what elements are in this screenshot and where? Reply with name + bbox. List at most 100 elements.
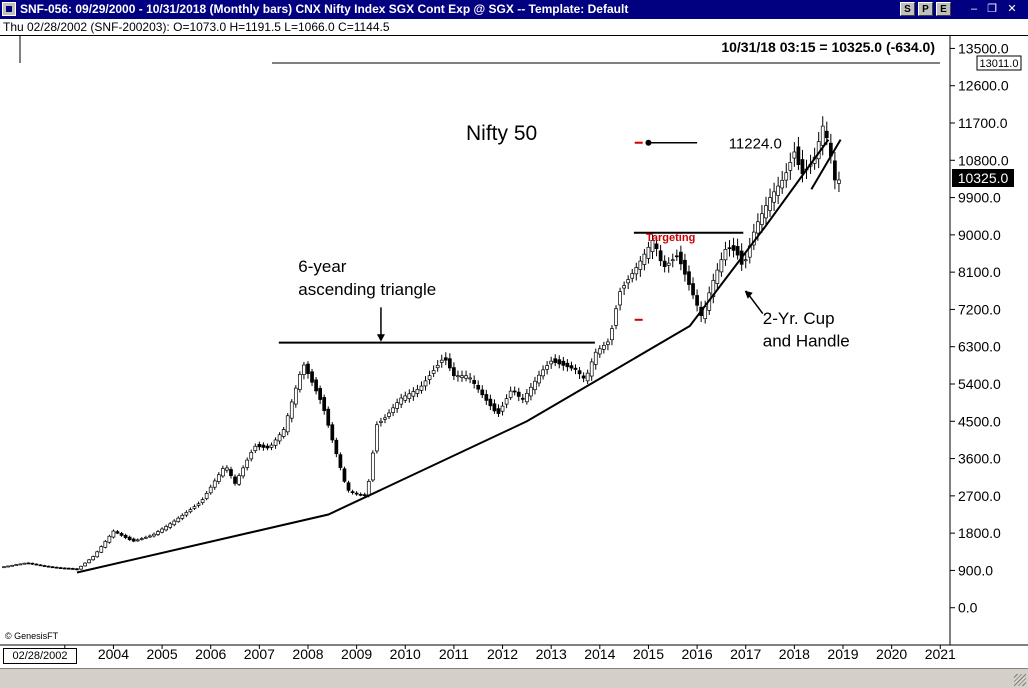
bar-info-line: Thu 02/28/2002 (SNF-200203): O=1073.0 H=… [0,19,1028,36]
candle-up [387,412,391,417]
candle-up [545,365,549,370]
candle-down [516,391,521,397]
candle-down [683,259,687,275]
candle-up [399,397,404,405]
candle-up [395,402,400,409]
candle-up [439,359,444,363]
candle-down [520,397,525,400]
close-icon[interactable]: ✕ [1007,3,1017,15]
price-tick-label: 8100.0 [958,264,1001,280]
time-tick-label: 2018 [779,646,810,662]
candle-up [650,240,655,252]
candle-down [679,251,683,265]
candle-up [780,179,785,189]
candle-up [642,253,647,265]
candle-down [731,245,736,251]
candle-down [261,444,266,448]
time-tick-label: 2020 [876,646,907,662]
candle-up [111,530,116,538]
time-tick-label: 2012 [487,646,518,662]
candle-up [589,361,594,377]
candle-up [95,551,100,558]
candle-up [289,401,294,419]
time-axis: 0320042005200620072008200920102011201220… [57,645,956,662]
candle-down [691,283,695,296]
candle-up [216,474,221,482]
candle-up [99,546,104,553]
candle-up [508,390,513,398]
candle-down [581,375,586,379]
minimize-icon[interactable]: – [970,3,978,15]
candle-up [160,528,164,533]
candle-up [585,372,590,382]
resize-grip-icon[interactable] [1014,674,1026,686]
candle-up [837,179,841,184]
candle-down [488,398,493,407]
candle-up [225,467,229,471]
price-tick-label: 4500.0 [958,413,1001,429]
status-bar [0,668,1028,688]
candle-up [285,415,290,433]
candle-up [144,536,148,539]
price-chart[interactable]: 10/31/18 03:15 = 10325.0 (-634.0) Nifty … [0,36,1028,668]
time-tick-label: 2005 [146,646,177,662]
candle-down [557,359,562,365]
price-tick-label: 900.0 [958,562,993,578]
cursor-date-box: 02/28/2002 [3,648,77,664]
chart-title: Nifty 50 [466,122,537,145]
candle-down [67,567,71,570]
candle-up [431,370,436,374]
target-pointer-dot [645,139,652,146]
candle-up [107,535,112,543]
time-tick-label: 2017 [730,646,761,662]
window-titlebar: SNF-056: 09/29/2000 - 10/31/2018 (Monthl… [0,0,1028,19]
candle-down [26,562,31,565]
candle-up [820,125,825,146]
p-button[interactable]: P [918,2,933,16]
candle-down [306,363,310,374]
restore-icon[interactable]: ❐ [987,3,997,15]
candle-up [666,262,671,266]
candle-down [800,159,805,175]
candle-up [423,380,428,387]
candle-down [484,394,489,401]
candle-up [277,434,282,442]
candle-down [131,538,136,542]
candle-up [435,365,440,369]
window-title: SNF-056: 09/29/2000 - 10/31/2018 (Monthl… [20,2,629,16]
candle-up [427,375,432,380]
candle-up [221,468,225,477]
candle-up [776,185,780,196]
candle-down [314,379,318,392]
candle-up [646,246,651,259]
candle-up [237,475,241,485]
candlestick-series [2,116,841,571]
candle-up [293,387,298,405]
candle-down [350,491,355,494]
price-tick-label: 9900.0 [958,190,1001,206]
candle-down [310,371,314,383]
candle-up [411,391,416,397]
candle-up [298,373,302,390]
candle-up [383,417,387,420]
candle-down [662,260,667,267]
candle-up [403,395,408,401]
candle-up [504,398,509,405]
candle-up [419,385,424,391]
candle-down [318,388,322,400]
candle-up [148,535,152,538]
candle-up [281,429,286,437]
time-tick-label: 2019 [827,646,858,662]
price-tick-label: 12600.0 [958,78,1009,94]
candle-up [172,520,177,526]
s-button[interactable]: S [900,2,915,16]
annotation-label: Targeting [646,232,695,244]
upper-price-badge: 13011.0 [980,58,1019,70]
time-tick-label: 2021 [925,646,956,662]
candle-up [634,267,639,275]
e-button[interactable]: E [936,2,951,16]
annotation-label: 11224.0 [729,136,782,153]
candle-up [500,405,505,412]
candle-up [525,392,529,403]
candle-down [833,160,837,181]
